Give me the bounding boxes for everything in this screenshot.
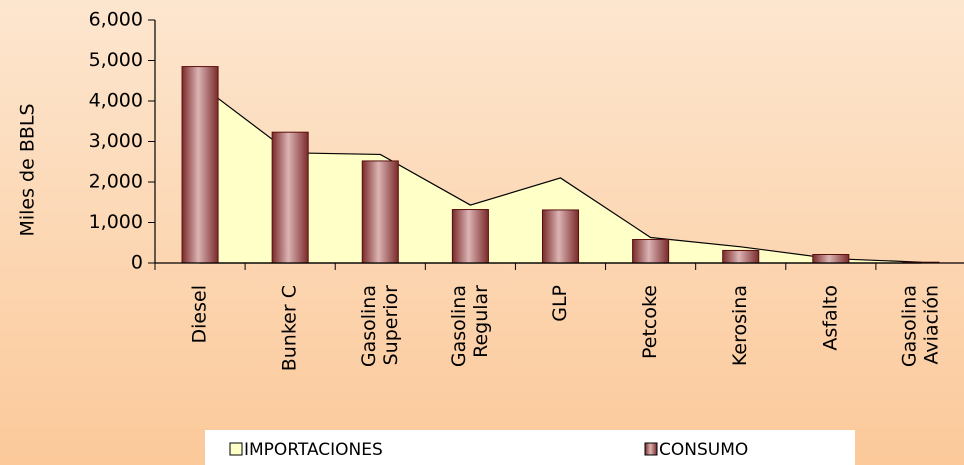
legend-label: IMPORTACIONES xyxy=(244,440,383,460)
legend-box xyxy=(205,430,855,465)
bar xyxy=(181,66,219,264)
y-tick-label: 3,000 xyxy=(89,130,143,152)
x-tick-label: Gasolina xyxy=(448,285,470,367)
bar xyxy=(632,239,670,264)
bar xyxy=(722,249,760,264)
x-tick-label: Kerosina xyxy=(729,285,751,366)
legend-swatch xyxy=(229,442,243,456)
y-tick-label: 4,000 xyxy=(89,90,143,112)
x-tick-label: Asfalto xyxy=(819,285,841,351)
x-tick-label: Diesel xyxy=(189,285,211,343)
bar xyxy=(451,209,489,264)
bar xyxy=(812,253,850,264)
y-axis-label: Miles de BBLS xyxy=(17,103,39,236)
x-tick-label: Regular xyxy=(470,285,492,358)
y-tick-label: 2,000 xyxy=(89,171,143,193)
x-tick-label: Bunker C xyxy=(279,285,301,371)
bar xyxy=(361,160,399,264)
y-tick-label: 0 xyxy=(131,252,143,274)
x-tick-label: Superior xyxy=(380,285,402,366)
legend-swatch xyxy=(644,442,658,456)
x-tick-label: Gasolina xyxy=(898,285,920,367)
legend-label: CONSUMO xyxy=(659,440,748,460)
bar xyxy=(271,131,309,264)
x-tick-label: GLP xyxy=(549,285,571,322)
y-tick-label: 5,000 xyxy=(89,49,143,71)
x-tick-label: Gasolina xyxy=(358,285,380,367)
x-tick-label: Petcoke xyxy=(639,285,661,359)
y-tick-label: 1,000 xyxy=(89,211,143,233)
bar xyxy=(541,209,580,264)
y-tick-label: 6,000 xyxy=(89,9,143,31)
x-tick-label: Aviación xyxy=(920,285,942,364)
